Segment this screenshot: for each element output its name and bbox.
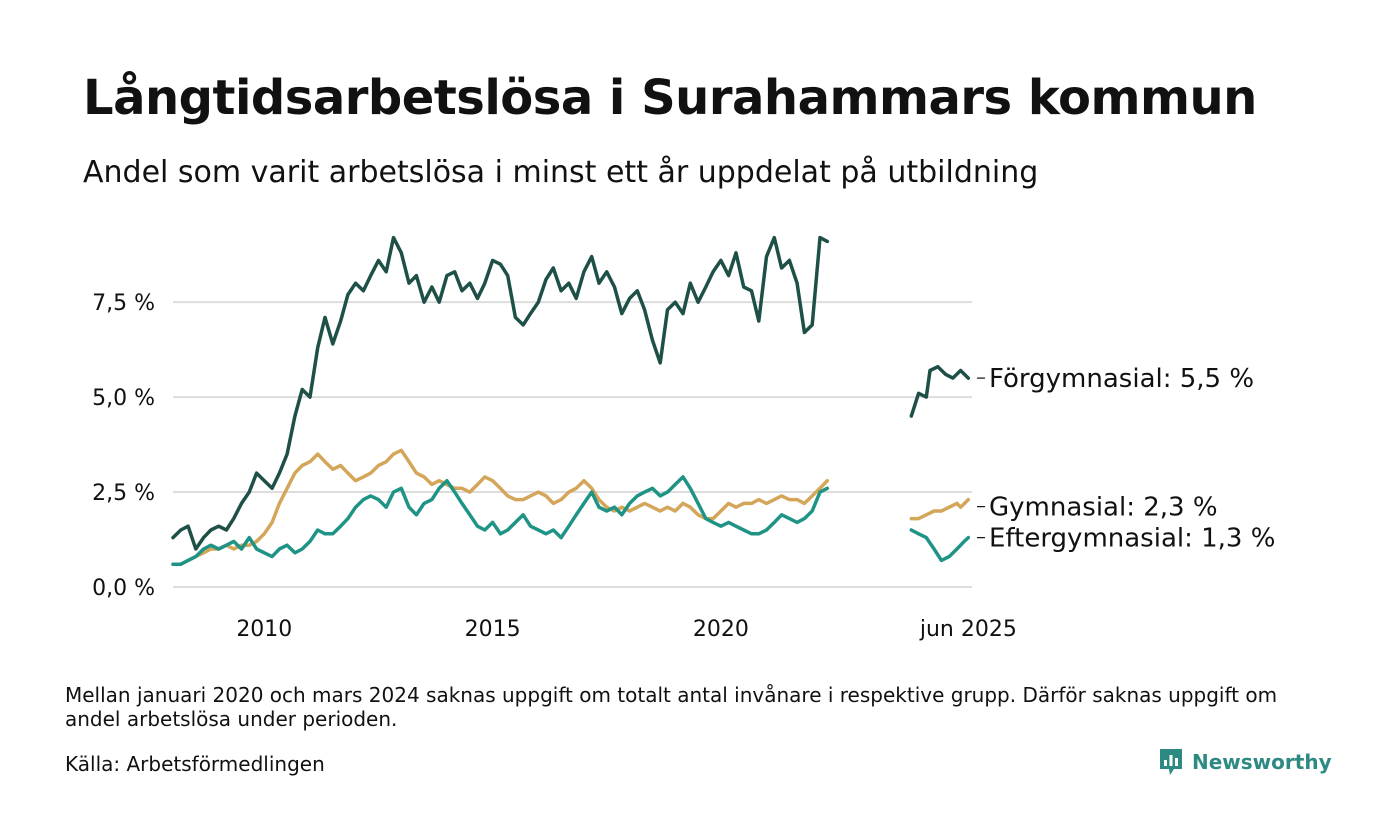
chart-title: Långtidsarbetslösa i Surahammars kommun xyxy=(83,70,1257,126)
x-tick-label: 2020 xyxy=(693,617,749,642)
x-tick-label: 2010 xyxy=(236,617,292,642)
end-label-eftergymnasial: Eftergymnasial: 1,3 % xyxy=(989,524,1275,554)
newsworthy-icon xyxy=(1160,749,1182,775)
end-label-gymnasial: Gymnasial: 2,3 % xyxy=(989,493,1218,523)
x-tick-label: jun 2025 xyxy=(919,617,1017,642)
series-line-eftergymnasial xyxy=(171,475,830,566)
footnote: Mellan januari 2020 och mars 2024 saknas… xyxy=(65,683,1278,731)
chart-subtitle: Andel som varit arbetslösa i minst ett å… xyxy=(83,155,1039,190)
series-line-eftergymnasial xyxy=(909,528,971,563)
y-tick-label: 5,0 % xyxy=(92,386,155,411)
brand-name: Newsworthy xyxy=(1192,750,1332,774)
y-tick-label: 7,5 % xyxy=(92,291,155,316)
newsworthy-logo: Newsworthy xyxy=(1158,747,1332,777)
series-line-förgymnasial xyxy=(171,235,830,551)
end-label-förgymnasial: Förgymnasial: 5,5 % xyxy=(989,364,1254,394)
x-tick-label: 2015 xyxy=(465,617,521,642)
y-tick-label: 2,5 % xyxy=(92,481,155,506)
line-chart: 0,0 % 2,5 % 5,0 % 7,5 % 2010 2015 2020 jun 2025… xyxy=(92,235,1275,642)
source-credit: Källa: Arbetsförmedlingen xyxy=(65,752,325,776)
series-line-förgymnasial xyxy=(909,364,971,418)
y-tick-label: 0,0 % xyxy=(92,576,155,601)
series-line-gymnasial xyxy=(171,448,830,566)
series-line-gymnasial xyxy=(909,497,971,521)
